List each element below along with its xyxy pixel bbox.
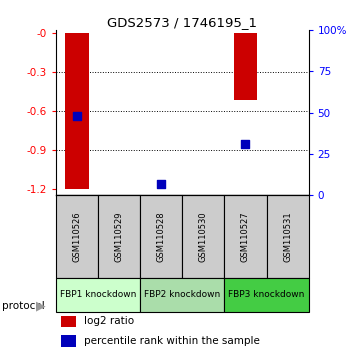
Bar [61,315,76,327]
Bar [61,335,76,347]
Text: FBP1 knockdown: FBP1 knockdown [60,290,136,299]
Text: GSM110530: GSM110530 [199,211,208,262]
Bar [140,195,182,278]
Bar [56,195,98,278]
Text: ▶: ▶ [36,300,46,313]
Text: GSM110528: GSM110528 [157,211,166,262]
Text: GSM110531: GSM110531 [283,211,292,262]
Point [158,181,164,187]
Bar [182,195,225,278]
Bar [98,195,140,278]
Text: FBP2 knockdown: FBP2 knockdown [144,290,221,299]
Text: percentile rank within the sample: percentile rank within the sample [84,336,260,346]
Bar [225,278,309,312]
Bar [225,195,266,278]
Bar [56,278,140,312]
Text: GSM110527: GSM110527 [241,211,250,262]
Text: FBP3 knockdown: FBP3 knockdown [229,290,305,299]
Bar [65,33,88,189]
Text: GSM110529: GSM110529 [115,212,123,262]
Text: log2 ratio: log2 ratio [84,316,134,326]
Bar [140,278,225,312]
Point [74,113,80,118]
Bar [234,33,257,101]
Title: GDS2573 / 1746195_1: GDS2573 / 1746195_1 [107,16,257,29]
Text: GSM110526: GSM110526 [73,211,82,262]
Bar [266,195,309,278]
Point [243,141,248,147]
Text: protocol: protocol [2,301,44,311]
